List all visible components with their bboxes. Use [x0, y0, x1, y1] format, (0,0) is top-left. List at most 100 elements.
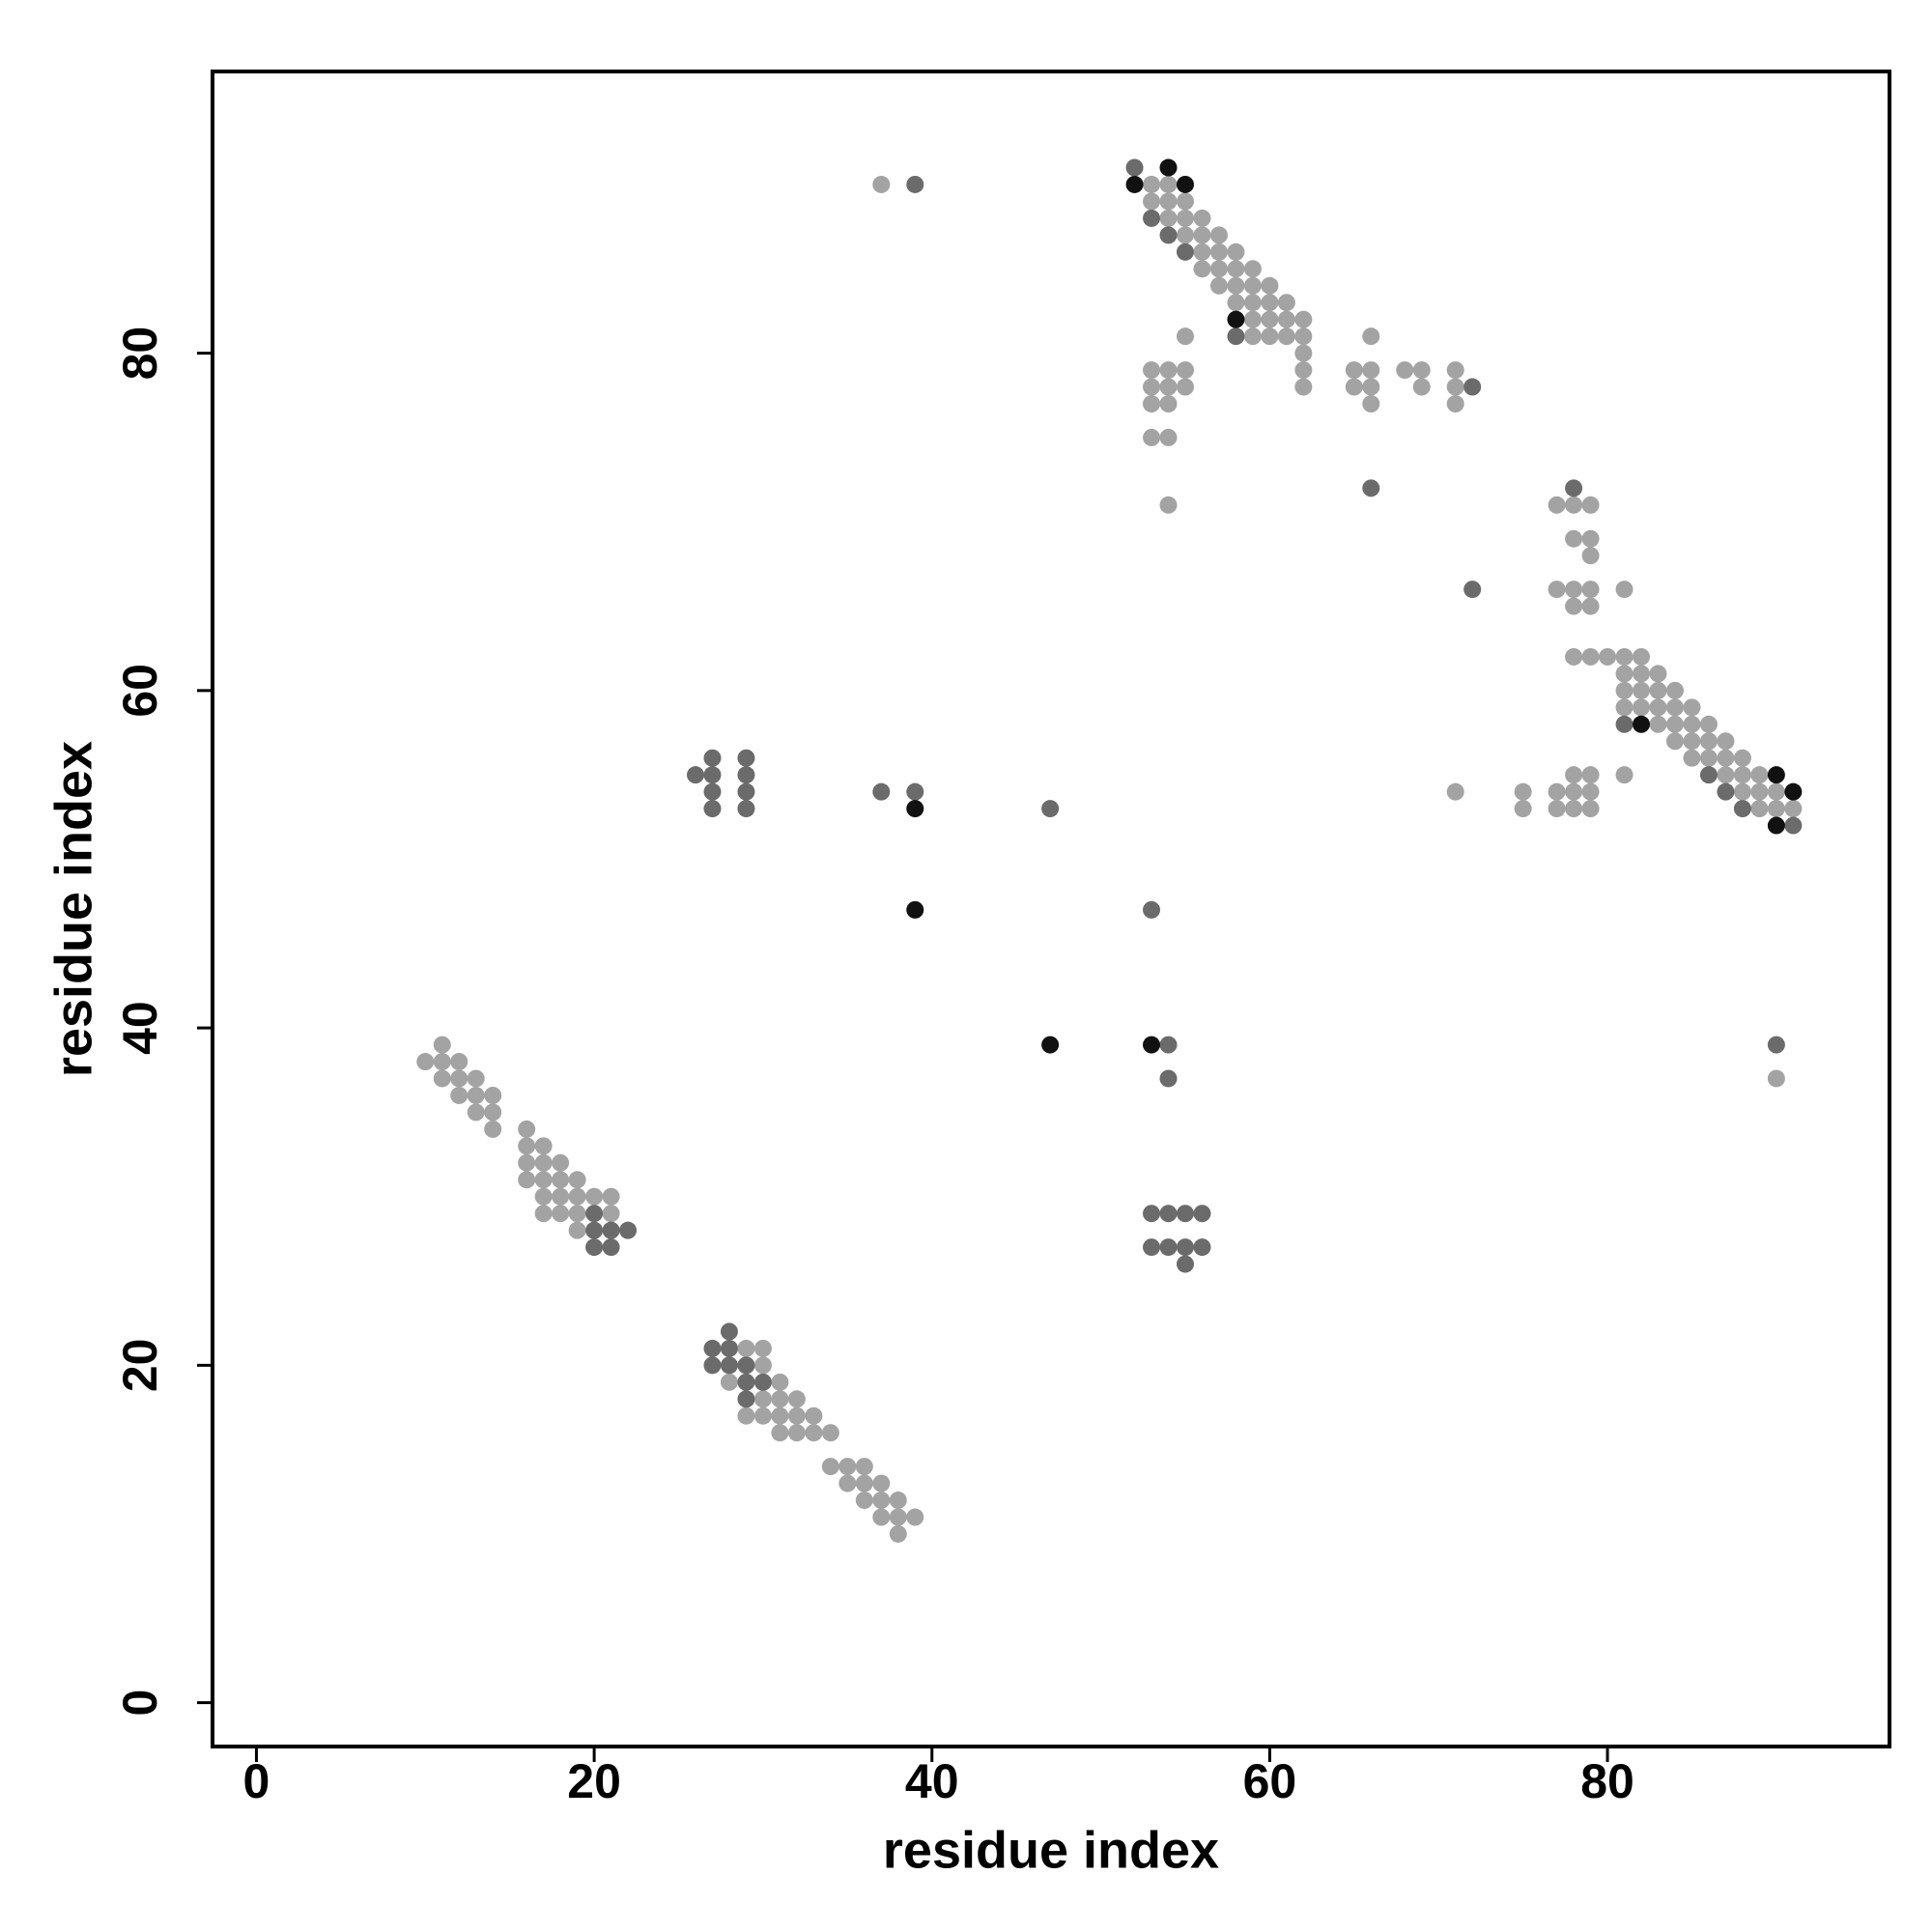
point — [1227, 310, 1245, 328]
point — [1143, 900, 1161, 919]
point — [602, 1205, 620, 1223]
point — [855, 1474, 873, 1492]
point — [1041, 1036, 1060, 1054]
point — [1615, 715, 1634, 733]
point — [1581, 766, 1600, 784]
point — [1261, 276, 1279, 295]
point — [1261, 310, 1279, 328]
point — [1159, 175, 1178, 193]
point — [753, 1390, 772, 1408]
point — [1176, 1205, 1194, 1223]
point — [737, 766, 755, 784]
point — [872, 782, 891, 801]
point — [1159, 395, 1178, 413]
point — [720, 1339, 738, 1357]
point — [1633, 665, 1651, 683]
point — [1548, 581, 1566, 599]
point — [737, 800, 755, 818]
point — [467, 1103, 485, 1122]
point — [433, 1053, 451, 1071]
point — [1649, 665, 1667, 683]
point — [1665, 715, 1684, 733]
point — [1565, 800, 1583, 818]
point — [1159, 192, 1178, 211]
point — [771, 1424, 789, 1442]
point — [1649, 681, 1667, 699]
point — [534, 1205, 553, 1223]
point — [467, 1086, 485, 1104]
point — [1733, 749, 1751, 767]
point — [1362, 395, 1380, 413]
point — [1159, 1069, 1178, 1088]
point — [753, 1356, 772, 1375]
point — [1446, 378, 1464, 396]
point — [1784, 800, 1803, 818]
point — [518, 1171, 536, 1189]
point — [534, 1187, 553, 1206]
point — [1463, 581, 1482, 599]
point — [1159, 361, 1178, 380]
point — [1750, 800, 1769, 818]
point — [1750, 766, 1769, 784]
point — [872, 1492, 891, 1510]
point — [1581, 581, 1600, 599]
point — [703, 1356, 722, 1375]
y-tick-label: 60 — [113, 664, 167, 718]
point — [1159, 428, 1178, 446]
point — [1683, 698, 1701, 717]
point — [1143, 395, 1161, 413]
point — [1261, 294, 1279, 312]
point — [1548, 782, 1566, 801]
point — [737, 782, 755, 801]
point — [1615, 698, 1634, 717]
point — [872, 1474, 891, 1492]
point — [1717, 749, 1735, 767]
point — [1125, 175, 1144, 193]
point — [1193, 242, 1211, 261]
point — [771, 1406, 789, 1425]
point — [1159, 226, 1178, 244]
point — [1446, 395, 1464, 413]
x-tick-label: 0 — [243, 1754, 270, 1808]
point — [1565, 479, 1583, 497]
point — [1227, 276, 1245, 295]
point — [1176, 1255, 1194, 1273]
point — [1159, 209, 1178, 227]
point — [1143, 1036, 1161, 1054]
point — [1176, 1238, 1194, 1257]
point — [1565, 782, 1583, 801]
point — [1041, 800, 1060, 818]
point — [1514, 782, 1532, 801]
point — [1717, 766, 1735, 784]
point — [872, 1508, 891, 1526]
point — [1227, 260, 1245, 278]
point — [450, 1069, 469, 1088]
point — [1733, 800, 1751, 818]
point — [1581, 529, 1600, 548]
point — [1294, 378, 1313, 396]
point — [720, 1356, 738, 1375]
point — [1750, 782, 1769, 801]
point — [1193, 260, 1211, 278]
point — [534, 1137, 553, 1155]
point — [1784, 782, 1803, 801]
point — [585, 1238, 604, 1257]
point — [1143, 428, 1161, 446]
point — [1463, 378, 1482, 396]
point — [484, 1120, 502, 1138]
point — [1193, 209, 1211, 227]
point — [1733, 766, 1751, 784]
point — [1649, 698, 1667, 717]
point — [1176, 242, 1194, 261]
point — [737, 1406, 755, 1425]
point — [1665, 732, 1684, 751]
point — [568, 1221, 586, 1239]
point — [737, 1356, 755, 1375]
point — [1143, 1205, 1161, 1223]
point — [552, 1171, 570, 1189]
point — [1565, 766, 1583, 784]
point — [720, 1373, 738, 1391]
point — [855, 1492, 873, 1510]
point — [602, 1187, 620, 1206]
